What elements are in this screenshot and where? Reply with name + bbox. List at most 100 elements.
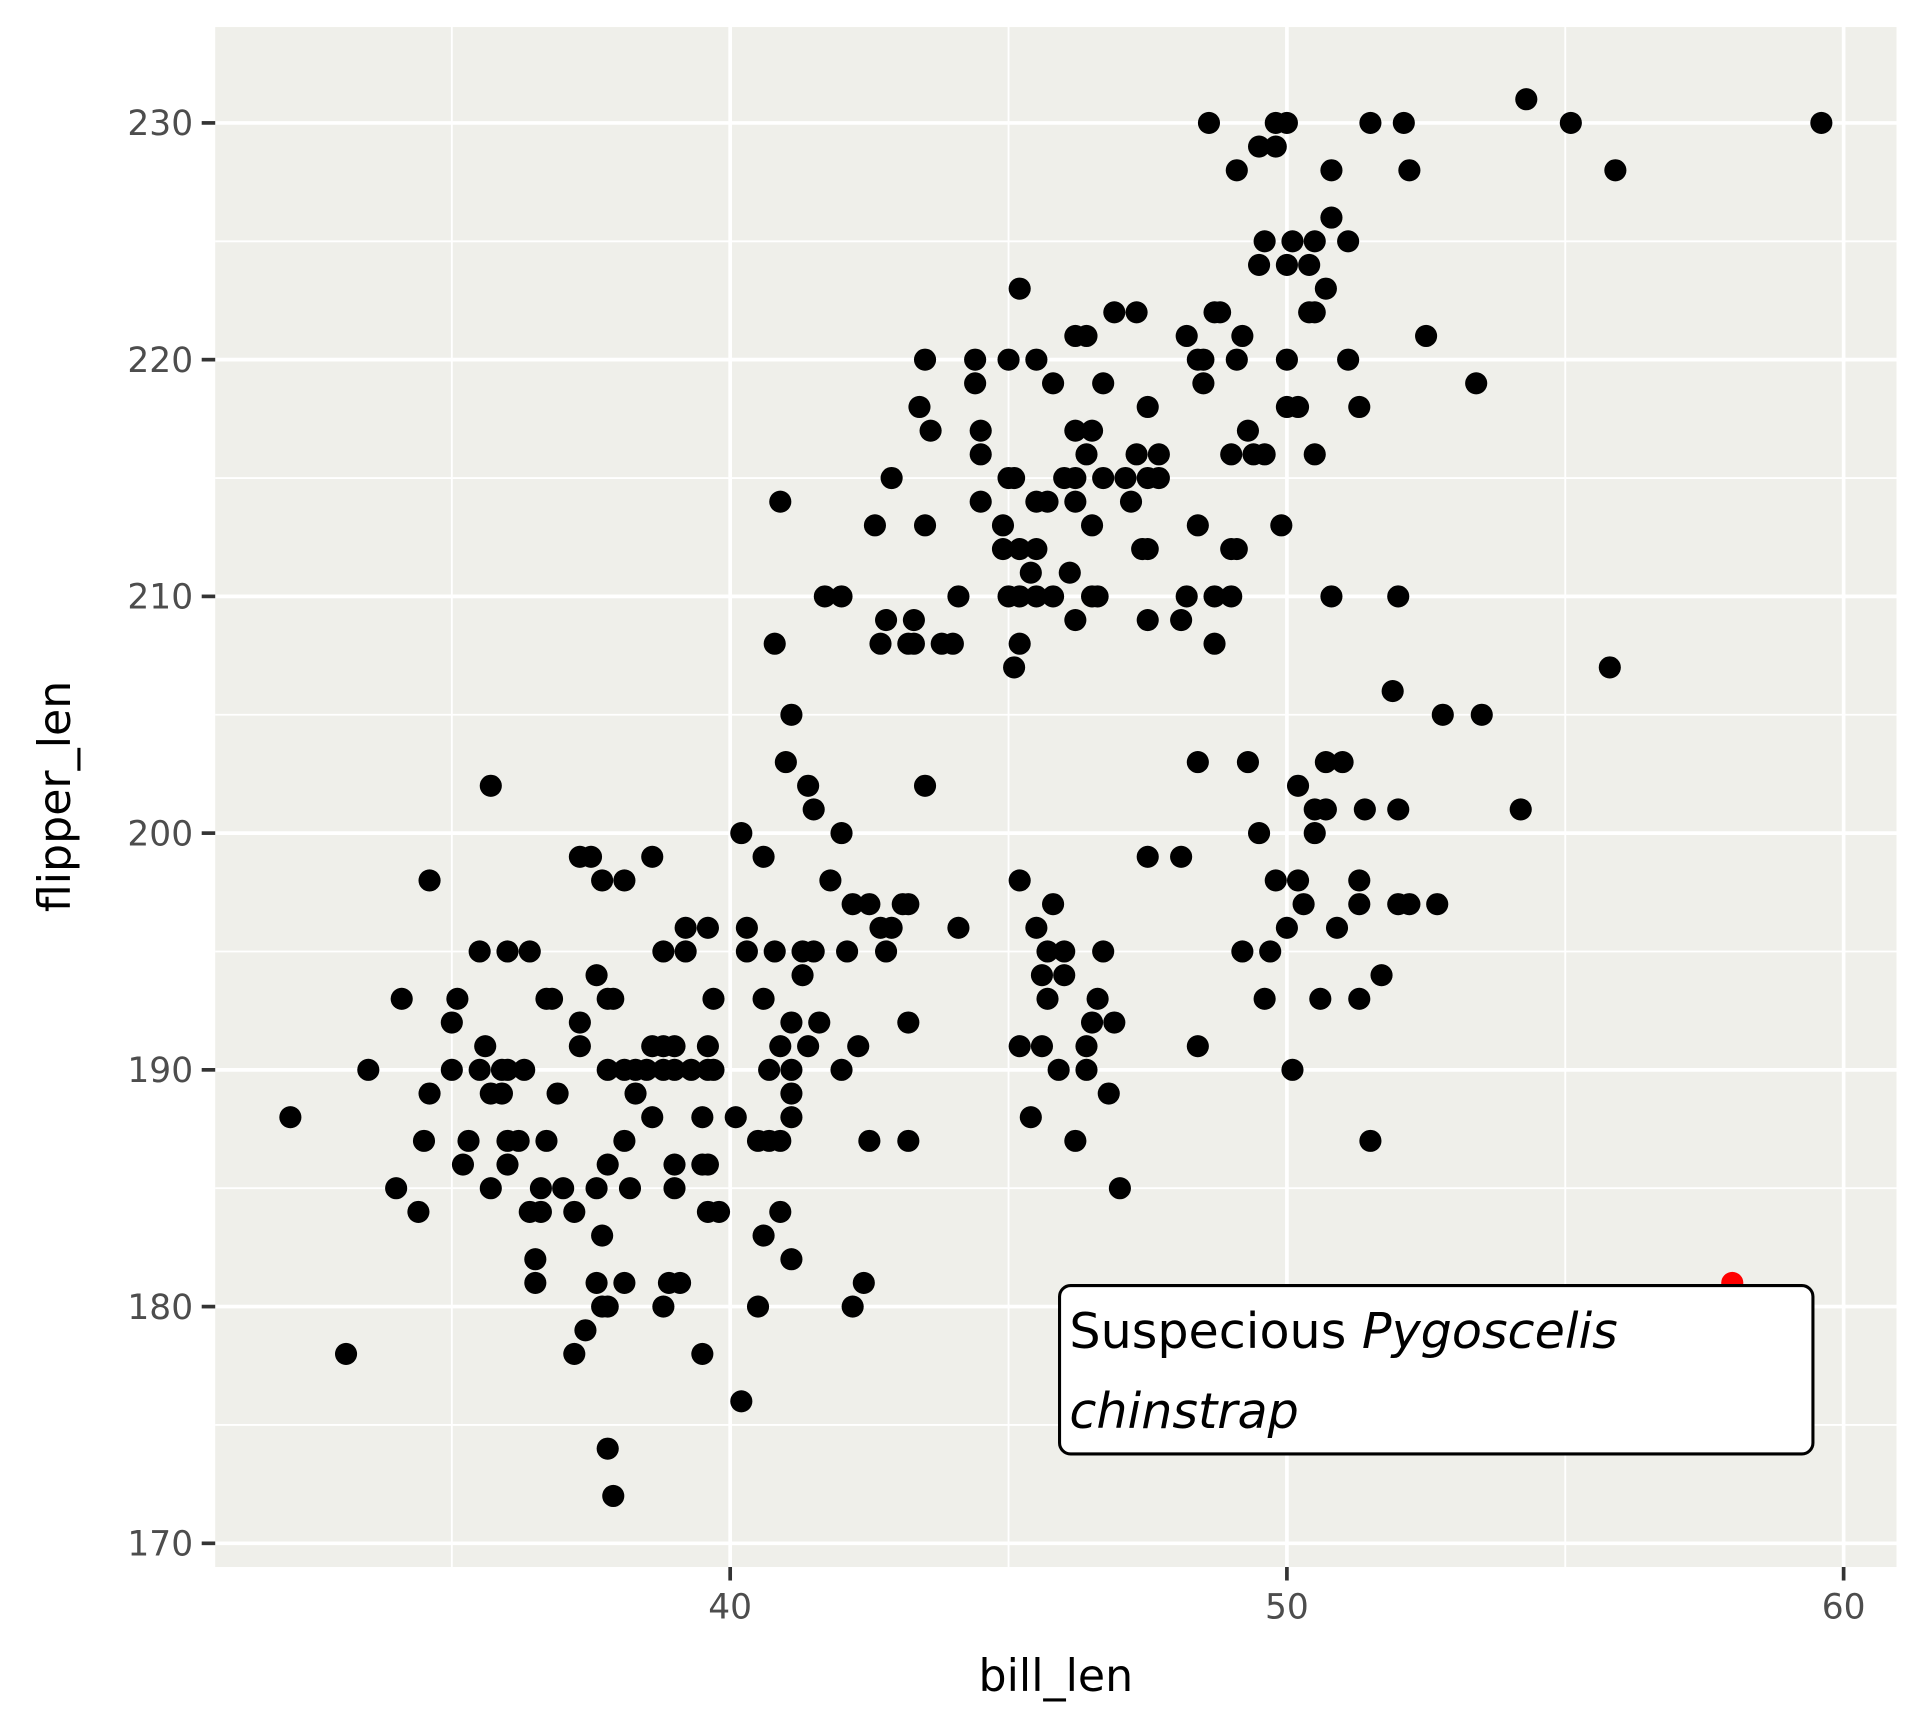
data-point (1359, 1129, 1382, 1152)
data-point (897, 1011, 920, 1034)
data-point (440, 1058, 463, 1081)
data-point (707, 1200, 731, 1223)
data-point (1325, 916, 1349, 939)
data-point (613, 869, 636, 892)
data-point (357, 1058, 380, 1081)
data-point (1003, 466, 1026, 490)
data-point (1225, 159, 1248, 182)
data-point (1042, 372, 1065, 395)
data-point (702, 1058, 725, 1081)
data-point (1281, 230, 1304, 253)
data-point (1370, 964, 1393, 987)
data-point (1604, 159, 1627, 182)
data-point (969, 419, 992, 442)
data-point (1147, 443, 1170, 466)
data-point (1175, 585, 1198, 608)
data-point (1192, 372, 1215, 395)
data-point (568, 1011, 591, 1034)
data-point (479, 1177, 502, 1200)
data-point (1019, 561, 1042, 584)
data-point (1220, 585, 1243, 608)
data-point (1275, 111, 1298, 134)
annotation-box (1058, 1284, 1815, 1456)
data-point (780, 1082, 803, 1105)
data-point (897, 893, 920, 916)
data-point (1003, 656, 1026, 679)
data-point (663, 1153, 686, 1176)
data-point (1136, 395, 1159, 419)
data-point (1253, 443, 1276, 466)
data-point (1309, 987, 1332, 1010)
data-point (1515, 88, 1538, 111)
data-point (546, 1082, 569, 1105)
data-point (1114, 466, 1137, 490)
data-point (1047, 1058, 1070, 1081)
data-point (830, 822, 853, 845)
data-point (1470, 703, 1493, 726)
data-point (574, 1319, 597, 1342)
data-point (1008, 537, 1031, 561)
data-point (1119, 490, 1143, 513)
data-point (1337, 230, 1360, 253)
data-point (1559, 111, 1582, 134)
data-point (1075, 1058, 1098, 1081)
data-point (1314, 277, 1337, 300)
data-point (563, 1342, 586, 1365)
annotation-plain: Suspecious (1069, 1302, 1362, 1360)
data-point (746, 1295, 770, 1318)
data-point (1103, 1011, 1126, 1034)
data-point (1080, 1011, 1104, 1034)
data-point (858, 1129, 881, 1152)
data-point (752, 987, 775, 1010)
data-point (1103, 301, 1126, 324)
data-point (1008, 1035, 1031, 1058)
data-point (1392, 111, 1415, 134)
data-point (1348, 869, 1371, 892)
data-point (1092, 466, 1115, 490)
data-point (991, 514, 1015, 537)
data-point (1075, 443, 1098, 466)
data-point (724, 1106, 747, 1129)
data-point (702, 987, 725, 1010)
data-point (1248, 253, 1271, 277)
x-axis-title: bill_len (979, 1651, 1134, 1702)
data-point (1225, 348, 1248, 371)
data-point (279, 1106, 302, 1129)
data-point (1075, 324, 1098, 348)
data-point (1275, 348, 1298, 371)
data-point (1186, 1035, 1209, 1058)
data-point (752, 845, 775, 868)
data-point (1008, 585, 1031, 608)
data-point (763, 632, 786, 655)
data-point (1042, 585, 1065, 608)
data-point (1359, 111, 1382, 134)
data-point (1303, 822, 1326, 845)
data-point (791, 964, 814, 987)
data-point (613, 1129, 636, 1152)
data-point (1509, 798, 1532, 821)
data-point (1192, 348, 1215, 371)
data-point (1058, 561, 1081, 584)
data-point (1008, 869, 1031, 892)
x-tick-label: 60 (1822, 1588, 1866, 1628)
data-point (1275, 916, 1298, 939)
y-axis-title: flipper_len (30, 681, 81, 912)
data-point (440, 1011, 463, 1034)
data-point (518, 940, 541, 963)
data-point (774, 751, 797, 774)
data-point (418, 1082, 441, 1105)
data-point (880, 466, 903, 490)
data-point (652, 1295, 675, 1318)
data-point (1030, 964, 1054, 987)
data-point (1092, 940, 1115, 963)
data-point (897, 1129, 920, 1152)
data-point (1225, 537, 1248, 561)
data-point (1036, 987, 1059, 1010)
data-point (591, 1224, 614, 1247)
data-point (1320, 159, 1343, 182)
y-tick-label: 220 (127, 341, 193, 381)
data-point (797, 1035, 820, 1058)
data-point (1415, 324, 1438, 348)
data-point (579, 845, 603, 868)
